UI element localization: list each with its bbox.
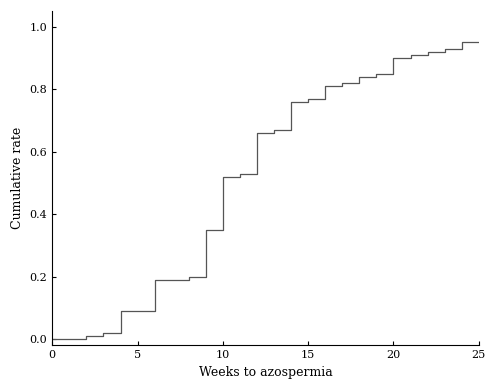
- Y-axis label: Cumulative rate: Cumulative rate: [11, 127, 24, 229]
- X-axis label: Weeks to azospermia: Weeks to azospermia: [199, 366, 332, 379]
